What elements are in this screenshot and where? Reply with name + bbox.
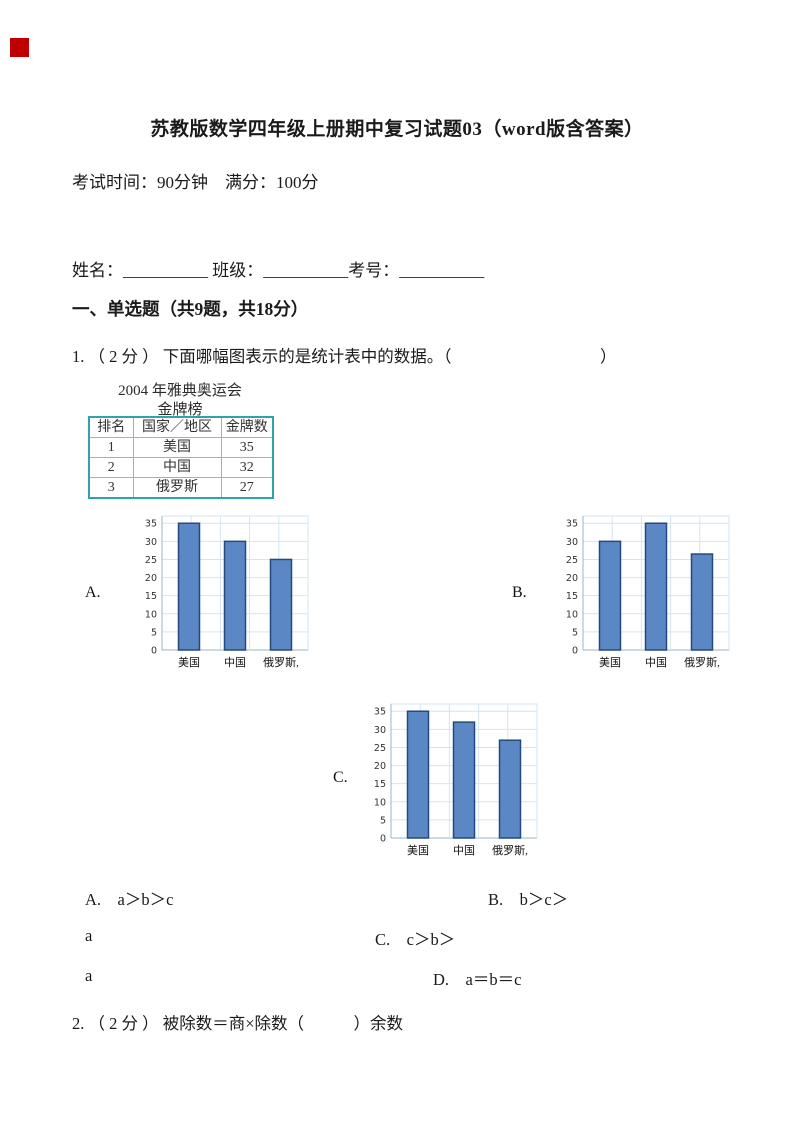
bar-chart-c: 0 5 10 15 20 25 30 35 美国 中国 俄罗斯, <box>374 703 538 857</box>
y-axis-tick-label: 30 <box>566 537 578 548</box>
y-axis-tick-label: 35 <box>566 519 578 530</box>
student-info-blanks: 姓名：__________ 班级：__________考号：__________ <box>72 261 485 280</box>
y-axis-tick-label: 0 <box>151 646 157 657</box>
table-row: 3 俄罗斯 27 <box>88 477 274 499</box>
y-axis-tick-label: 35 <box>145 519 157 530</box>
chart-option-label-c: C. <box>333 769 348 786</box>
chart-option-label-b: B. <box>512 584 527 601</box>
y-axis-tick-label: 0 <box>572 646 578 657</box>
bar <box>406 710 430 839</box>
header-gold-count: 金牌数 <box>220 416 274 438</box>
bar <box>223 540 247 651</box>
medal-table-title-line1: 2004 年雅典奥运会 <box>118 383 242 399</box>
bar <box>452 721 476 839</box>
bar <box>598 540 622 651</box>
cell-country: 俄罗斯 <box>132 477 222 499</box>
y-axis-tick-label: 20 <box>374 761 386 772</box>
cell-rank: 2 <box>88 457 134 478</box>
question-2-text: 2. （ 2 分 ） 被除数＝商×除数（ ）余数 <box>72 1014 404 1033</box>
y-axis-tick-label: 15 <box>145 591 157 602</box>
bar <box>498 739 522 839</box>
option-b-wrapped-text: a <box>85 926 93 945</box>
y-axis-tick-label: 15 <box>374 779 386 790</box>
bar-chart-a: 0 5 10 15 20 25 30 35 美国 中国 俄罗斯, <box>145 515 309 669</box>
option-b: B. b＞c＞ <box>488 890 569 909</box>
cell-rank: 3 <box>88 477 134 499</box>
y-axis-tick-label: 20 <box>566 573 578 584</box>
x-axis-category-label: 俄罗斯, <box>263 656 299 669</box>
y-axis-tick-label: 5 <box>151 627 157 638</box>
bar-chart-b: 0 5 10 15 20 25 30 35 美国 中国 俄罗斯, <box>566 515 730 669</box>
question-1-text: 1. （ 2 分 ） 下面哪幅图表示的是统计表中的数据。（ ） <box>72 347 617 366</box>
x-axis-category-label: 中国 <box>224 656 246 669</box>
option-c-wrapped-text: a <box>85 966 93 985</box>
header-country: 国家／地区 <box>132 416 222 438</box>
exam-time-info: 考试时间：90分钟 满分：100分 <box>72 173 319 192</box>
y-axis-tick-label: 30 <box>374 725 386 736</box>
medal-table: 排名 国家／地区 金牌数 1 美国 35 2 中国 32 3 俄罗斯 27 <box>88 416 274 499</box>
option-d: D. a＝b＝c <box>433 970 522 989</box>
x-axis-category-label: 俄罗斯, <box>492 844 528 857</box>
y-axis-tick-label: 30 <box>145 537 157 548</box>
y-axis-tick-label: 0 <box>380 834 386 845</box>
x-axis-category-label: 美国 <box>599 656 621 669</box>
y-axis-tick-label: 5 <box>380 815 386 826</box>
cell-country: 美国 <box>132 437 222 458</box>
y-axis-tick-label: 5 <box>572 627 578 638</box>
y-axis-tick-label: 15 <box>566 591 578 602</box>
bar <box>177 522 201 651</box>
x-axis-category-label: 中国 <box>453 844 475 857</box>
cell-gold: 35 <box>220 437 274 458</box>
y-axis-tick-label: 10 <box>566 609 578 620</box>
cell-gold: 32 <box>220 457 274 478</box>
y-axis-tick-label: 10 <box>145 609 157 620</box>
cell-rank: 1 <box>88 437 134 458</box>
cell-gold: 27 <box>220 477 274 499</box>
medal-table-title-line2: 金牌榜 <box>157 402 203 418</box>
red-corner-mark <box>10 38 29 57</box>
document-title: 苏教版数学四年级上册期中复习试题03（word版含答案） <box>150 119 644 140</box>
y-axis-tick-label: 25 <box>145 555 157 566</box>
cell-country: 中国 <box>132 457 222 478</box>
x-axis-category-label: 中国 <box>645 656 667 669</box>
medal-table-header-row: 排名 国家／地区 金牌数 <box>88 416 274 438</box>
x-axis-category-label: 美国 <box>407 844 429 857</box>
x-axis-category-label: 美国 <box>178 656 200 669</box>
bar <box>690 553 714 651</box>
table-row: 1 美国 35 <box>88 437 274 458</box>
y-axis-tick-label: 35 <box>374 707 386 718</box>
y-axis-tick-label: 10 <box>374 797 386 808</box>
option-c: C. c＞b＞ <box>375 930 456 949</box>
chart-option-label-a: A. <box>85 584 101 601</box>
y-axis-tick-label: 25 <box>374 743 386 754</box>
y-axis-tick-label: 25 <box>566 555 578 566</box>
y-axis-tick-label: 20 <box>145 573 157 584</box>
section-heading: 一、单选题（共9题，共18分） <box>72 299 309 319</box>
bar <box>269 558 293 651</box>
bar <box>644 522 668 651</box>
header-rank: 排名 <box>88 416 134 438</box>
table-row: 2 中国 32 <box>88 457 274 478</box>
x-axis-category-label: 俄罗斯, <box>684 656 720 669</box>
option-a: A. a＞b＞c <box>85 890 174 909</box>
